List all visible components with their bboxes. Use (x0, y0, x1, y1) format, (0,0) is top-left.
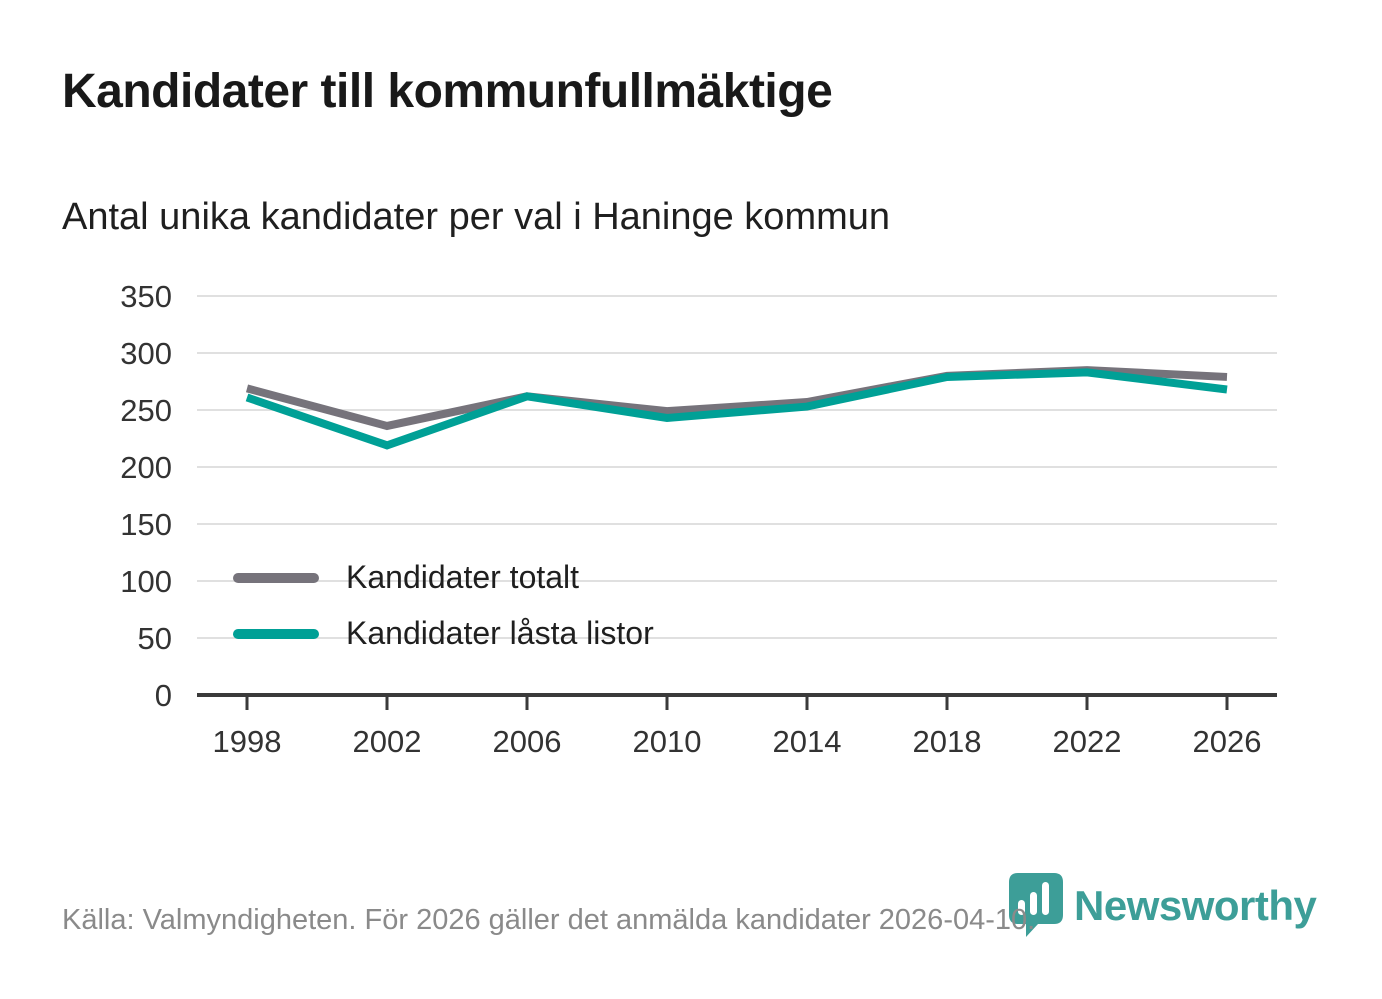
chart-subtitle: Antal unika kandidater per val i Haninge… (62, 196, 891, 238)
x-tick-label: 2002 (353, 724, 422, 759)
legend-item-locked: Kandidater låsta listor (233, 615, 654, 651)
x-tick-label: 2006 (493, 724, 562, 759)
legend-label-total: Kandidater totalt (346, 559, 580, 595)
source-note: Källa: Valmyndigheten. För 2026 gäller d… (62, 904, 1036, 936)
x-tick-label: 1998 (213, 724, 282, 759)
x-tick-label: 2014 (773, 724, 842, 759)
x-tick-label: 2022 (1053, 724, 1122, 759)
x-tick-label: 2018 (913, 724, 982, 759)
newsworthy-logo: Newsworthy (1008, 872, 1317, 943)
chart-title: Kandidater till kommunfullmäktige (62, 65, 833, 118)
line-chart: 0 50 100 150 200 250 300 350 1998 2002 2006 2010 201… (0, 270, 1382, 780)
legend-item-total: Kandidater totalt (233, 559, 654, 595)
y-tick-label: 150 (120, 507, 172, 542)
y-tick-label: 100 (120, 564, 172, 599)
x-tick-label: 2010 (633, 724, 702, 759)
y-tick-label: 250 (120, 393, 172, 428)
y-tick-label: 50 (138, 621, 172, 656)
newsworthy-icon (1008, 872, 1064, 943)
y-tick-label: 200 (120, 450, 172, 485)
newsworthy-wordmark: Newsworthy (1074, 882, 1317, 929)
line-chart-canvas: 0 50 100 150 200 250 300 350 1998 2002 2006 2010 201… (120, 279, 1277, 759)
series-line-locked (245, 368, 1228, 450)
y-tick-label: 300 (120, 336, 172, 371)
y-tick-label: 350 (120, 279, 172, 314)
legend-swatch-total (233, 572, 319, 583)
legend-swatch-locked (233, 628, 319, 639)
y-tick-label: 0 (155, 678, 172, 713)
legend-label-locked: Kandidater låsta listor (346, 615, 654, 651)
legend: Kandidater totalt Kandidater låsta listo… (233, 559, 654, 651)
x-tick-label: 2026 (1193, 724, 1262, 759)
series-line-total (245, 366, 1228, 431)
